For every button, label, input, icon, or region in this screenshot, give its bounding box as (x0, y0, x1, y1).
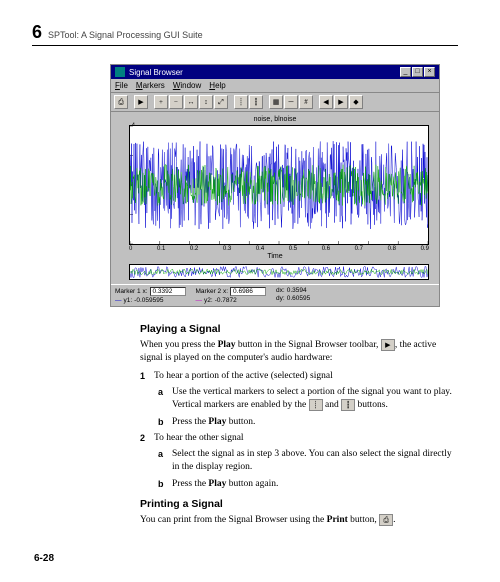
marker-panel: Marker 1 x: 0.3392 — y1: -0.059595 Marke… (111, 284, 439, 306)
step-1: 1To hear a portion of the active (select… (140, 370, 456, 428)
marker2-x-field[interactable]: 0.6986 (230, 287, 266, 296)
select-icon[interactable]: ▦ (269, 95, 283, 109)
xtick: 0 (129, 246, 132, 252)
plot-title: noise, blnoise (117, 116, 433, 123)
both-icon[interactable]: ◆ (349, 95, 363, 109)
line-icon[interactable]: ─ (284, 95, 298, 109)
print-icon[interactable]: ⎙ (114, 95, 128, 109)
marker2-icon: ┇ (341, 399, 355, 411)
zoom-x-icon[interactable]: ↔ (184, 95, 198, 109)
plot-area: noise, blnoise 4 2 0 -2 -4 0 0.1 0.2 0.3… (111, 112, 439, 284)
xtick: 0.4 (256, 246, 264, 252)
page-number: 6-28 (34, 553, 54, 564)
step-2b: b Press the Play button again. (158, 478, 456, 491)
xtick: 0.8 (388, 246, 396, 252)
menu-file[interactable]: File (115, 81, 128, 90)
chapter-number: 6 (32, 22, 42, 43)
right-icon[interactable]: ▶ (334, 95, 348, 109)
titlebar: Signal Browser _ □ × (111, 65, 439, 79)
marker1-icon: ┊ (309, 399, 323, 411)
step-2: 2To hear the other signal aSelect the si… (140, 432, 456, 490)
dy-label: dy: (276, 295, 285, 302)
menu-markers[interactable]: Markers (136, 81, 165, 90)
close-button[interactable]: × (424, 67, 435, 77)
zoom-full-icon[interactable]: ⤢ (214, 95, 228, 109)
para-print: You can print from the Signal Browser us… (140, 514, 456, 527)
marker1-y-value: -0.059595 (134, 297, 163, 304)
overview-strip[interactable] (129, 264, 429, 280)
xtick: 0.7 (355, 246, 363, 252)
dy-value: 0.60595 (287, 295, 311, 302)
xtick: 0.5 (289, 246, 297, 252)
marker2-x-label: Marker 2 x: (196, 288, 229, 295)
marker1-y-label: y1: (124, 297, 133, 304)
xaxis-label: Time (117, 253, 433, 260)
marker1-icon[interactable]: ┊ (234, 95, 248, 109)
marker2-icon[interactable]: ┇ (249, 95, 263, 109)
zoom-in-icon[interactable]: + (154, 95, 168, 109)
left-icon[interactable]: ◀ (319, 95, 333, 109)
minimize-button[interactable]: _ (400, 67, 411, 77)
heading-printing: Printing a Signal (140, 497, 456, 511)
step-1a: a Use the vertical markers to select a p… (158, 386, 456, 412)
xtick: 0.3 (223, 246, 231, 252)
chapter-header: 6 SPTool: A Signal Processing GUI Suite (32, 22, 458, 46)
chapter-title: SPTool: A Signal Processing GUI Suite (48, 30, 203, 40)
maximize-button[interactable]: □ (412, 67, 423, 77)
marker1-x-label: Marker 1 x: (115, 288, 148, 295)
xtick: 0.9 (421, 246, 429, 252)
play-icon[interactable]: ▶ (134, 95, 148, 109)
play-icon: ▶ (381, 339, 395, 351)
marker2-y-label: y2: (204, 297, 213, 304)
signal-chart[interactable] (129, 125, 429, 245)
menu-window[interactable]: Window (173, 81, 201, 90)
marker2-y-value: -0.7872 (215, 297, 237, 304)
xtick: 0.2 (190, 246, 198, 252)
app-icon (115, 67, 125, 77)
xtick: 0.6 (322, 246, 330, 252)
heading-playing: Playing a Signal (140, 322, 456, 336)
step-1b: b Press the Play button. (158, 416, 456, 429)
menu-help[interactable]: Help (209, 81, 225, 90)
xaxis: 0 0.1 0.2 0.3 0.4 0.5 0.6 0.7 0.8 0.9 (129, 246, 429, 252)
grid-icon[interactable]: # (299, 95, 313, 109)
window-title: Signal Browser (129, 68, 183, 77)
step-2a: aSelect the signal as in step 3 above. Y… (158, 448, 456, 474)
print-icon: ⎙ (379, 514, 393, 526)
zoom-out-icon[interactable]: − (169, 95, 183, 109)
marker1-x-field[interactable]: 0.3392 (150, 287, 186, 296)
dx-value: 0.3594 (287, 287, 307, 294)
dx-label: dx: (276, 287, 285, 294)
body-content: Playing a Signal When you press the Play… (140, 316, 456, 532)
menubar: File Markers Window Help (111, 79, 439, 93)
toolbar: ⎙ ▶ + − ↔ ↕ ⤢ ┊ ┇ ▦ ─ # ◀ ▶ ◆ (111, 93, 439, 112)
xtick: 0.1 (157, 246, 165, 252)
zoom-y-icon[interactable]: ↕ (199, 95, 213, 109)
signal-browser-window: Signal Browser _ □ × File Markers Window… (110, 64, 440, 307)
para-play-intro: When you press the Play button in the Si… (140, 339, 456, 365)
